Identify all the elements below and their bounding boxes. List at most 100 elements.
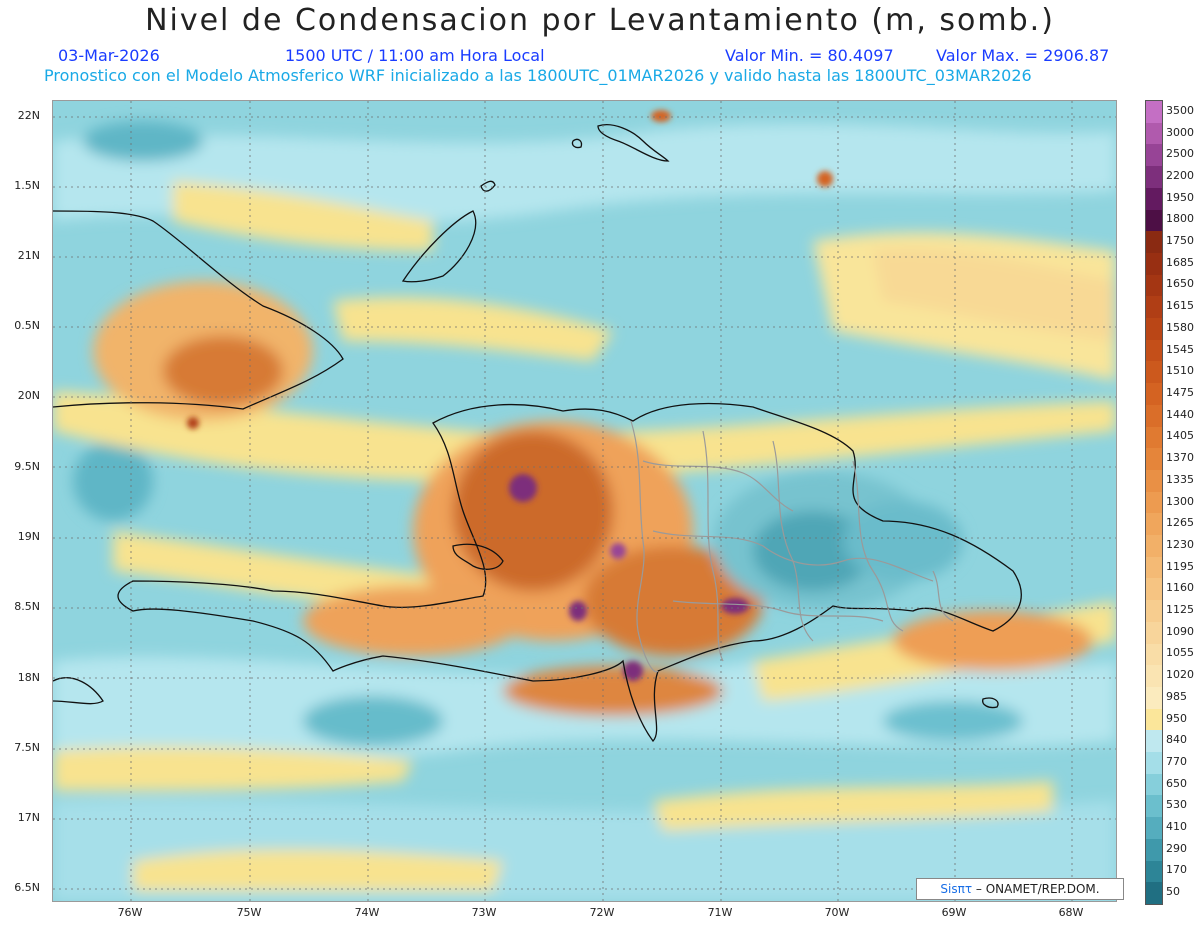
legend-swatch — [1146, 144, 1162, 167]
legend-swatch — [1146, 491, 1162, 514]
map-area[interactable] — [52, 100, 1117, 902]
legend-label: 1650 — [1166, 277, 1194, 291]
legend-label: 650 — [1166, 776, 1187, 790]
legend-label: 1300 — [1166, 494, 1194, 508]
legend-label: 1090 — [1166, 624, 1194, 638]
legend-swatch — [1146, 469, 1162, 493]
lat-tick: 9.5N — [14, 460, 40, 473]
legend-label: 1265 — [1166, 516, 1194, 530]
legend-label: 1800 — [1166, 212, 1194, 226]
lat-tick: 8.5N — [14, 600, 40, 613]
legend-swatch — [1146, 296, 1162, 319]
forecast-date: 03-Mar-2026 — [58, 46, 160, 65]
legend-swatch — [1146, 426, 1162, 449]
legend-swatch — [1146, 535, 1162, 558]
legend-swatch — [1146, 556, 1162, 579]
legend-swatch — [1146, 339, 1162, 362]
legend-swatch — [1146, 730, 1162, 753]
lat-tick: 21N — [17, 249, 40, 262]
legend-label: 1510 — [1166, 364, 1194, 378]
legend-label: 1475 — [1166, 385, 1194, 399]
legend-swatch — [1146, 209, 1162, 232]
max-value: Valor Max. = 2906.87 — [936, 46, 1110, 65]
lat-tick: 1.5N — [14, 179, 40, 192]
legend-swatch — [1146, 882, 1162, 905]
legend-label: 1580 — [1166, 320, 1194, 334]
lon-tick: 73W — [471, 906, 497, 919]
legend-swatch — [1146, 318, 1162, 341]
legend-label: 1160 — [1166, 581, 1194, 595]
lat-tick: 20N — [17, 389, 40, 402]
legend-label: 2200 — [1166, 168, 1194, 182]
legend-label: 3000 — [1166, 125, 1194, 139]
legend-swatch — [1146, 665, 1162, 688]
lcl-field-map — [53, 101, 1116, 901]
legend-swatch — [1146, 274, 1162, 297]
lat-tick: 19N — [17, 530, 40, 543]
legend-label: 1125 — [1166, 603, 1194, 616]
lon-tick: 76W — [117, 906, 143, 919]
legend-label: 985 — [1166, 689, 1187, 703]
legend-swatch — [1146, 187, 1162, 210]
legend-label: 770 — [1166, 754, 1187, 768]
color-legend — [1145, 100, 1163, 905]
legend-label: 1195 — [1166, 559, 1194, 573]
legend-swatch — [1146, 252, 1162, 276]
legend-swatch — [1146, 773, 1162, 796]
legend-label: 3500 — [1166, 103, 1194, 117]
legend-label: 530 — [1166, 798, 1187, 812]
coastlines — [53, 124, 1022, 742]
graticule — [53, 101, 1116, 901]
legend-swatch — [1146, 383, 1162, 406]
lon-tick: 69W — [941, 906, 967, 919]
legend-swatch — [1146, 686, 1162, 710]
legend-swatch — [1146, 122, 1162, 145]
legend-label: 1370 — [1166, 451, 1194, 465]
legend-label: 1950 — [1166, 190, 1194, 204]
legend-swatch — [1146, 231, 1162, 254]
legend-label: 950 — [1166, 711, 1187, 725]
forecast-time: 1500 UTC / 11:00 am Hora Local — [285, 46, 545, 65]
legend-label: 1405 — [1166, 429, 1194, 443]
lat-tick: 18N — [17, 671, 40, 684]
legend-swatch — [1146, 578, 1162, 601]
legend-swatch — [1146, 795, 1162, 818]
legend-swatch — [1146, 643, 1162, 666]
legend-label: 1685 — [1166, 255, 1194, 269]
legend-swatch — [1146, 513, 1162, 536]
lon-tick: 68W — [1058, 906, 1084, 919]
lat-tick: 17N — [17, 811, 40, 824]
lat-tick: 0.5N — [14, 319, 40, 332]
model-subtitle: Pronostico con el Modelo Atmosferico WRF… — [44, 66, 1032, 85]
legend-swatch — [1146, 752, 1162, 775]
legend-label: 1750 — [1166, 234, 1194, 248]
legend-label: 2500 — [1166, 147, 1194, 161]
legend-label: 50 — [1166, 885, 1180, 899]
lat-tick: 6.5N — [14, 881, 40, 894]
province-borders — [630, 420, 954, 673]
lon-tick: 75W — [236, 906, 262, 919]
lon-tick: 72W — [589, 906, 615, 919]
map-title: Nivel de Condensacion por Levantamiento … — [145, 3, 1055, 38]
field-shading — [53, 121, 1116, 901]
legend-label: 290 — [1166, 841, 1187, 855]
legend-label: 840 — [1166, 733, 1187, 747]
legend-label: 1230 — [1166, 537, 1194, 551]
legend-swatch — [1146, 166, 1162, 189]
legend-label: 410 — [1166, 820, 1187, 834]
legend-label: 170 — [1166, 863, 1187, 877]
min-value: Valor Min. = 80.4097 — [725, 46, 894, 65]
legend-label: 1545 — [1166, 342, 1194, 356]
lat-tick: 7.5N — [14, 741, 40, 754]
legend-label: 1335 — [1166, 472, 1194, 486]
legend-swatch — [1146, 621, 1162, 645]
legend-swatch — [1146, 838, 1162, 862]
legend-label: 1615 — [1166, 299, 1194, 313]
legend-swatch — [1146, 404, 1162, 428]
legend-swatch — [1146, 361, 1162, 384]
legend-swatch — [1146, 448, 1162, 471]
legend-label: 1055 — [1166, 646, 1194, 660]
credit-box: Sisπτ – ONAMET/REP.DOM. — [916, 878, 1124, 900]
credit-org: – ONAMET/REP.DOM. — [972, 882, 1100, 896]
credit-brand: Sisπτ — [940, 882, 973, 896]
